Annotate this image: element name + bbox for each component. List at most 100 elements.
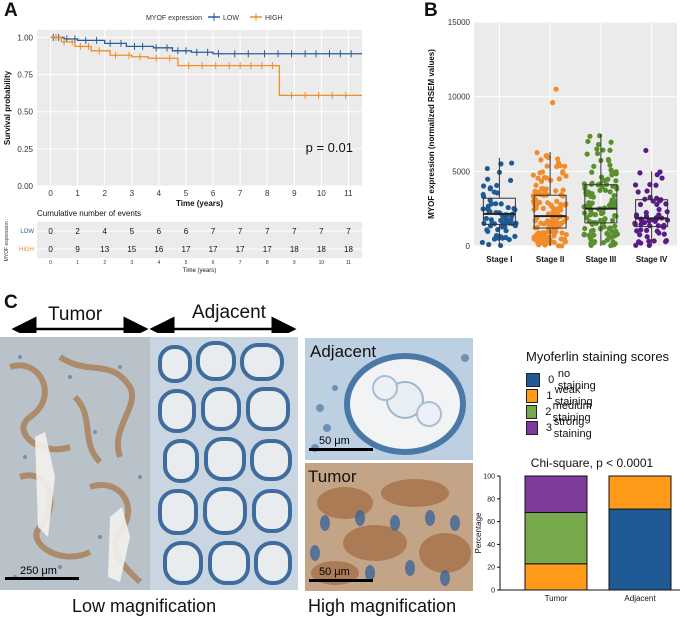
risk-table-cell: 7	[211, 227, 216, 236]
box-outlier-point	[550, 100, 556, 106]
box-point	[541, 174, 548, 181]
box-point	[601, 224, 607, 230]
box-point	[601, 240, 607, 246]
km-ytick-label: 1.00	[17, 33, 33, 42]
km-ytick-label: 0.00	[17, 182, 33, 191]
box-point	[613, 178, 619, 184]
legend-score-number: 1	[546, 390, 553, 402]
risk-table-xtick-label: 3	[130, 260, 133, 266]
box-point	[557, 220, 563, 227]
low-mag-tissue-drawing	[0, 337, 298, 590]
box-iqr	[584, 184, 618, 224]
box-point	[493, 201, 499, 207]
bar-segment-no-staining	[608, 508, 672, 591]
risk-table-cell: 7	[265, 227, 270, 236]
box-point	[657, 169, 663, 175]
box-point	[554, 198, 560, 204]
tumor-region-label: Tumor	[48, 304, 103, 325]
box-point	[534, 235, 540, 242]
box-point	[584, 215, 590, 221]
box-point	[498, 201, 504, 207]
box-point	[587, 202, 593, 209]
risk-table-cell: 7	[346, 227, 351, 236]
box-point	[608, 234, 614, 240]
km-xtick-label: 2	[102, 189, 107, 198]
box-point	[551, 239, 557, 245]
km-xtick-label: 10	[317, 189, 326, 198]
km-xtick-label: 1	[75, 189, 80, 198]
km-xtick-label: 3	[130, 189, 135, 198]
box-point	[552, 220, 559, 226]
box-point	[607, 189, 613, 195]
box-point	[548, 177, 554, 183]
box-point	[644, 188, 650, 194]
box-point	[595, 141, 602, 148]
box-point	[611, 242, 617, 248]
box-point	[643, 210, 649, 216]
box-point	[484, 227, 490, 233]
box-point	[556, 176, 562, 182]
legend-item: 1 weak staining	[526, 384, 601, 408]
box-point	[581, 232, 587, 238]
box-point	[644, 234, 650, 240]
risk-table-xlabel: Time (years)	[183, 268, 216, 274]
box-point	[614, 231, 620, 237]
box-point	[486, 208, 492, 214]
box-point	[588, 236, 594, 242]
legend-swatch	[526, 405, 538, 419]
box-point	[562, 202, 568, 208]
box-point	[611, 202, 617, 209]
box-point	[646, 218, 652, 224]
box-point	[540, 205, 546, 211]
box-outlier-point	[553, 86, 559, 92]
box-outlier-point	[643, 147, 649, 154]
km-xtick-label: 0	[48, 189, 53, 198]
box-point	[533, 182, 539, 188]
box-point	[588, 228, 595, 234]
box-point	[534, 149, 540, 156]
risk-table-cell: 7	[292, 227, 297, 236]
box-point	[613, 169, 619, 175]
box-point	[642, 219, 648, 226]
box-point	[607, 147, 613, 153]
panel-letter-a: A	[4, 0, 18, 21]
risk-table-cell: 0	[48, 227, 53, 236]
bar-ytick-label: 80	[487, 496, 495, 503]
km-ytick-label: 0.25	[17, 145, 33, 154]
box-point	[634, 228, 640, 234]
high-mag-adjacent-label: Adjacent	[310, 342, 377, 361]
low-mag-scalebar	[5, 577, 79, 580]
km-xtick-label: 8	[265, 189, 270, 198]
box-point	[485, 176, 491, 182]
box-ytick-label: 15000	[448, 18, 471, 27]
box-point	[635, 189, 641, 195]
high-mag-tumor-scale-label: 50 μm	[319, 566, 350, 578]
box-point	[494, 190, 500, 196]
risk-table-row-label-high: HIGH	[19, 247, 34, 253]
box-point	[509, 160, 515, 166]
low-mag-scale-label: 250 μm	[20, 565, 57, 577]
box-point	[494, 182, 500, 189]
box-point	[597, 187, 603, 193]
risk-table-cell: 4	[102, 227, 107, 236]
box-point	[557, 204, 563, 211]
bar-ytick-label: 100	[483, 474, 495, 481]
box-point	[661, 231, 667, 237]
box-point	[609, 217, 616, 223]
km-ytick-label: 0.50	[17, 108, 33, 117]
box-ylabel: MYOF expression (normalized RSEM values)	[427, 49, 436, 219]
box-point	[540, 186, 546, 192]
risk-table-title: Cumulative number of events	[37, 209, 141, 218]
risk-table-cell: 0	[48, 245, 53, 254]
risk-table-cell: 7	[238, 227, 243, 236]
box-point	[488, 201, 495, 207]
box-category-label: Stage I	[486, 255, 512, 264]
box-point	[537, 170, 543, 176]
high-mag-tumor-label: Tumor	[308, 467, 357, 486]
box-point	[644, 227, 650, 234]
box-point	[654, 201, 660, 208]
box-iqr	[482, 197, 516, 225]
box-point	[534, 224, 540, 230]
box-point	[656, 230, 662, 236]
risk-table-xtick-label: 2	[103, 260, 106, 266]
